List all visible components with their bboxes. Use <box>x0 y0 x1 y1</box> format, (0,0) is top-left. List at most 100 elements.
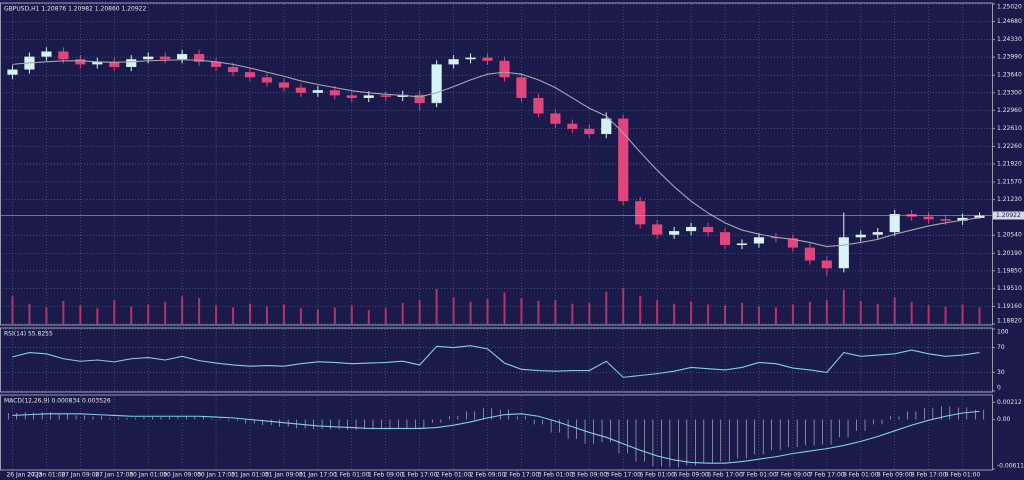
candle-body <box>872 232 883 235</box>
x-tick-label: 6 Feb 17:00 <box>707 472 743 479</box>
candle-body <box>635 201 646 225</box>
y-tick-label: 1.24330 <box>997 36 1022 43</box>
candle-body <box>584 128 595 135</box>
candle-body <box>295 87 306 93</box>
volume-bar <box>910 301 913 324</box>
candle-body <box>516 77 527 98</box>
volume-bar <box>520 298 523 324</box>
volume-bar <box>622 288 625 324</box>
volume-bar <box>774 307 777 324</box>
y-tick-label: 1.22960 <box>997 107 1022 114</box>
candle-body <box>601 118 612 135</box>
candle-body <box>804 247 815 261</box>
y-tick-label: 1.20540 <box>997 232 1022 239</box>
candle-body <box>380 95 391 97</box>
volume-bar <box>503 292 506 324</box>
volume-bar <box>724 305 727 324</box>
candle-body <box>431 64 442 104</box>
candle-body <box>567 123 578 129</box>
volume-bar <box>673 303 676 324</box>
candle-body <box>109 61 120 67</box>
volume-bar <box>927 305 930 324</box>
candle-body <box>974 215 985 218</box>
volume-bar <box>893 297 896 324</box>
candle-body <box>143 56 154 60</box>
volume-bar <box>859 300 862 324</box>
volume-bar <box>656 300 659 324</box>
y-tick-label: 1.21920 <box>997 161 1022 168</box>
volume-bar <box>265 306 268 324</box>
volume-bar <box>690 301 693 324</box>
volume-bar <box>147 304 150 324</box>
x-tick-label: 1 Feb 01:00 <box>334 472 370 479</box>
candle-body <box>686 226 697 232</box>
y-tick-label: 100 <box>997 329 1009 336</box>
panel-title: GBPUSD,H1 1.20876 1.20982 1.20860 1.2092… <box>4 6 146 13</box>
y-tick-label: 1.22610 <box>997 125 1022 132</box>
volume-bar <box>249 303 251 324</box>
volume-bar <box>605 291 608 324</box>
y-tick-label: 1.23990 <box>997 54 1022 61</box>
volume-bar <box>876 303 879 324</box>
x-tick-label: 8 Feb 17:00 <box>911 472 947 479</box>
x-tick-label: 26 Jan 2023 <box>6 472 42 479</box>
volume-bar <box>181 296 184 324</box>
x-tick-label: 30 Jan 17:00 <box>197 472 235 479</box>
volume-bar <box>435 288 438 324</box>
candle-body <box>889 214 900 233</box>
volume-bar <box>537 300 540 324</box>
x-tick-label: 8 Feb 09:00 <box>877 472 913 479</box>
volume-bar <box>825 300 828 324</box>
candle-body <box>58 51 69 60</box>
volume-bar <box>96 308 99 324</box>
candle-body <box>363 95 374 98</box>
x-tick-label: 27 Jan 09:00 <box>61 472 99 479</box>
candle-body <box>41 51 52 57</box>
y-tick-label: 70 <box>997 344 1005 351</box>
volume-bar <box>350 305 353 324</box>
volume-bar <box>469 301 472 324</box>
x-tick-label: 31 Jan 01:00 <box>231 472 269 479</box>
candle-body <box>244 72 256 78</box>
candle-body <box>753 237 765 244</box>
volume-bar <box>401 302 404 324</box>
volume-bar <box>11 296 14 324</box>
volume-bar <box>757 306 760 324</box>
candle-body <box>261 77 273 83</box>
y-tick-label: 1.23300 <box>997 89 1022 96</box>
candle-body <box>923 216 934 220</box>
x-tick-label: 31 Jan 09:00 <box>265 472 303 479</box>
candle-body <box>736 243 748 246</box>
moving-average <box>12 59 980 248</box>
candle-body <box>126 59 137 67</box>
candle-body <box>618 118 629 202</box>
panel-frame <box>0 2 993 326</box>
volume-bar <box>299 308 302 324</box>
volume-bar <box>130 306 133 324</box>
volume-bar <box>232 307 235 324</box>
candle-body <box>75 59 86 65</box>
y-tick-label: 30 <box>997 369 1005 376</box>
x-tick-label: 3 Feb 09:00 <box>572 472 608 479</box>
volume-bar <box>28 303 31 324</box>
panel-frame <box>0 327 993 393</box>
volume-bar <box>215 305 218 324</box>
volume-bar <box>588 302 591 324</box>
x-tick-label: 27 Jan 01:00 <box>27 472 65 479</box>
x-tick-label: 1 Feb 17:00 <box>402 472 438 479</box>
volume-bar <box>333 307 336 324</box>
candle-body <box>160 56 171 60</box>
x-tick-label: 1 Feb 09:00 <box>368 472 404 479</box>
x-tick-label: 6 Feb 09:00 <box>673 472 709 479</box>
x-tick-label: 2 Feb 09:00 <box>470 472 506 479</box>
candle-body <box>719 232 731 246</box>
y-tick-label: 1.19510 <box>997 285 1022 292</box>
y-tick-label: -0.006114 <box>997 463 1024 470</box>
y-tick-label: 1.23640 <box>997 72 1022 79</box>
volume-bar <box>164 301 167 324</box>
volume-bar <box>791 304 794 324</box>
candle-body <box>821 260 832 269</box>
candle-body <box>312 90 323 93</box>
